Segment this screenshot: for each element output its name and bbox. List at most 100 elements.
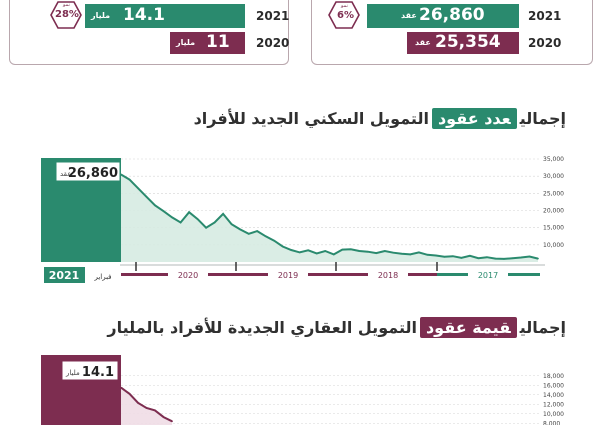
data-point — [247, 233, 250, 235]
data-point — [307, 249, 310, 252]
value-2021-bar: 14.1 مليار — [85, 4, 245, 28]
data-point — [520, 256, 522, 259]
timeline-2018-label: 2018 — [378, 271, 398, 280]
y-tick-label: 10,000 — [543, 411, 564, 418]
section1-title-pre: إجمالي — [519, 109, 566, 128]
data-point — [171, 216, 173, 219]
data-point — [171, 420, 173, 423]
count-2020-year: 2020 — [528, 36, 562, 50]
data-point — [528, 255, 531, 258]
data-point — [358, 250, 361, 252]
y-tick-label: 20,000 — [543, 208, 564, 215]
count-growth-label: نمو — [341, 3, 348, 9]
y-tick-label: 18,000 — [543, 373, 564, 380]
data-point — [264, 235, 267, 238]
data-point — [349, 248, 352, 251]
value-chart: 18,000 16,000 14,000 12,000 10,000 8,000 14.1… — [41, 355, 564, 425]
data-point — [120, 386, 122, 389]
value-2020-number: 11 — [206, 32, 230, 52]
timeline-month-label: فبراير — [93, 273, 111, 281]
count-summary-card: 26,860 عقد 2021 نمو 6% 25,354 عقد 2020 — [311, 0, 593, 65]
data-point — [452, 255, 454, 257]
timeline-2020-label: 2020 — [178, 271, 198, 280]
y-tick-label: 10,000 — [543, 242, 564, 249]
timeline-2019-label: 2019 — [278, 271, 298, 280]
value-2021-number: 14.1 — [123, 5, 165, 25]
data-point — [128, 178, 131, 181]
data-point — [256, 230, 258, 232]
data-point — [426, 253, 429, 256]
value-growth-badge: نمو 28% — [50, 0, 82, 30]
data-point — [145, 195, 148, 198]
data-point — [290, 249, 293, 251]
value-growth-label: نمو — [63, 2, 70, 8]
timeline-2021-box — [44, 267, 85, 283]
y-tick-label: 16,000 — [543, 382, 564, 389]
section1-title: إجماليعدد عقودالتمويل السكني الجديد للأف… — [194, 108, 566, 129]
value-callout-value: 14.1 — [82, 365, 114, 380]
data-point — [120, 173, 122, 176]
value-2021-year: 2021 — [256, 9, 290, 23]
count-2021-year: 2021 — [528, 9, 562, 23]
count-growth-percent: 6% — [337, 10, 354, 21]
section2-title: إجماليقيمة عقودالتمويل العقاري الجديدة ل… — [107, 317, 566, 338]
timeline-2017-label: 2017 — [478, 271, 498, 280]
count-2021-number: 26,860 — [419, 5, 485, 25]
count-2020-bar: 25,354 عقد — [407, 32, 519, 54]
count-callout-box — [55, 161, 121, 182]
data-point — [375, 252, 378, 254]
value-callout-box — [61, 360, 119, 381]
data-point — [418, 251, 420, 254]
data-point — [486, 256, 488, 258]
data-point — [469, 255, 471, 257]
data-point — [477, 257, 480, 260]
data-point — [196, 218, 199, 220]
count-chart-area — [121, 174, 538, 262]
count-2020-number: 25,354 — [435, 32, 501, 52]
count-chart: 35,000 30,000 25,000 20,000 15,000 10,000 26,… — [41, 156, 564, 262]
count-growth-badge: نمو 6% — [328, 0, 360, 30]
count-2021-bar: 26,860 عقد — [367, 4, 519, 28]
section2-title-post: التمويل العقاري الجديدة للأفراد بالمليار — [107, 318, 417, 337]
value-2020-bar: 11 مليار — [170, 32, 245, 54]
data-point — [213, 221, 216, 224]
data-point — [273, 239, 275, 242]
value-chart-area — [121, 387, 173, 425]
value-summary-card: 14.1 مليار 2021 نمو 28% 11 مليار 2020 — [9, 0, 289, 65]
y-tick-label: 8,000 — [543, 420, 560, 425]
data-point — [494, 257, 497, 260]
data-point — [222, 213, 224, 215]
data-point — [128, 393, 131, 395]
data-point — [145, 407, 148, 409]
data-point — [503, 258, 505, 260]
data-point — [137, 187, 139, 189]
data-point — [162, 210, 165, 212]
value-2020-unit: مليار — [176, 38, 196, 47]
data-point — [392, 251, 395, 254]
value-callout-unit: مليار — [65, 369, 80, 377]
count-callout-unit: عقد — [60, 170, 71, 178]
section2-title-pre: إجمالي — [519, 318, 566, 337]
data-point — [366, 250, 369, 253]
data-point — [205, 226, 207, 229]
data-point — [315, 252, 318, 255]
data-point — [230, 223, 233, 226]
data-point — [435, 254, 437, 257]
data-point — [384, 250, 386, 252]
value-growth-percent: 28% — [55, 9, 79, 20]
data-point — [537, 257, 539, 260]
data-point — [298, 251, 301, 254]
y-tick-label: 25,000 — [543, 190, 564, 197]
data-point — [179, 221, 182, 224]
data-point — [162, 416, 165, 418]
count-chart-line — [120, 173, 539, 260]
data-point — [460, 257, 463, 259]
value-2020-year: 2020 — [256, 36, 290, 50]
hexagon-icon — [328, 1, 360, 29]
count-2020-unit: عقد — [415, 38, 431, 47]
count-callout-value: 26,860 — [68, 166, 118, 181]
data-point — [154, 204, 156, 207]
data-point — [401, 252, 403, 255]
value-2021-unit: مليار — [91, 11, 111, 20]
y-tick-label: 15,000 — [543, 225, 564, 232]
